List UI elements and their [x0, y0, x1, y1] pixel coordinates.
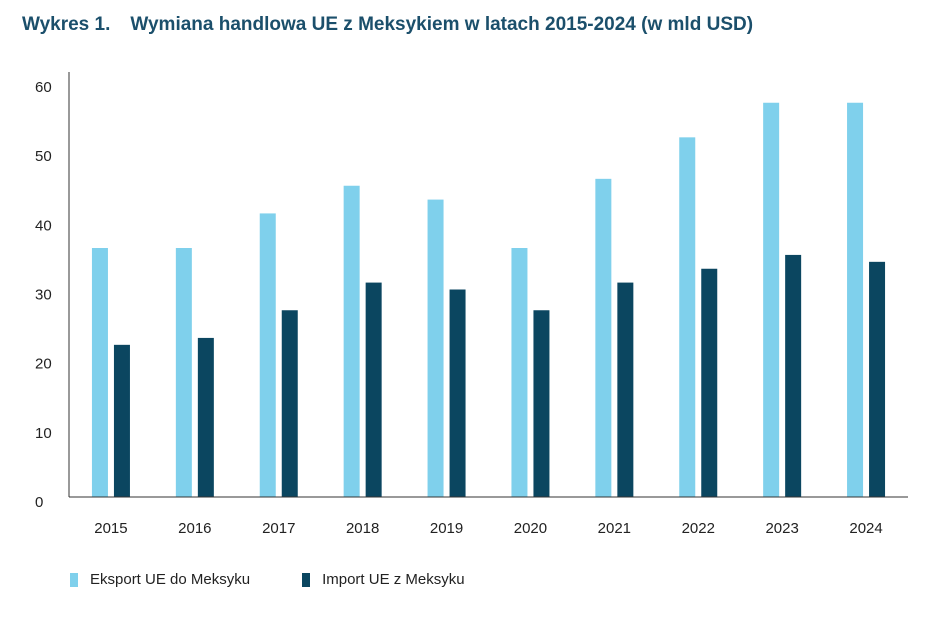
x-tick-label: 2020 — [514, 520, 547, 537]
import-bar-2024 — [869, 261, 886, 497]
export-bar-2015 — [91, 248, 108, 497]
legend-swatch-import — [302, 572, 311, 587]
legend-item-export: Eksport UE do Meksyku — [70, 571, 250, 588]
import-bar-2021 — [617, 282, 634, 497]
y-tick-label: 30 — [35, 287, 52, 304]
x-tick-label: 2015 — [94, 520, 127, 537]
legend-swatch-export — [70, 572, 78, 587]
legend-item-import: Import UE z Meksyku — [302, 571, 465, 588]
export-bar-2018 — [343, 185, 360, 497]
export-bar-2020 — [511, 248, 528, 497]
export-bar-2019 — [427, 199, 444, 498]
export-bar-2021 — [595, 178, 612, 498]
import-bar-2018 — [365, 282, 382, 497]
x-tick-label: 2024 — [849, 520, 882, 537]
y-tick-label: 20 — [35, 356, 52, 373]
import-bar-2015 — [113, 344, 130, 497]
y-tick-label: 0 — [35, 494, 43, 511]
legend-label-export: Eksport UE do Meksyku — [90, 571, 251, 588]
import-bar-2022 — [701, 268, 718, 497]
y-tick-label: 10 — [35, 425, 52, 442]
export-bar-2023 — [763, 102, 780, 497]
export-bar-2016 — [175, 248, 192, 497]
export-bar-2024 — [847, 102, 864, 497]
legend-label-import: Import UE z Meksyku — [322, 571, 465, 588]
y-axis-ticks: 0 10 20 30 40 50 60 — [35, 79, 52, 511]
chart-title-text: Wymiana handlowa UE z Meksykiem w latach… — [130, 14, 754, 35]
x-tick-label: 2018 — [346, 520, 379, 537]
x-axis-ticks: 2015 2016 2017 2018 2019 2020 2021 2022 2023 2024 — [94, 520, 882, 537]
x-tick-label: 2017 — [262, 520, 295, 537]
x-tick-label: 2021 — [598, 520, 631, 537]
import-bar-2023 — [785, 254, 802, 497]
import-bar-2017 — [281, 310, 298, 497]
export-bar-2017 — [259, 213, 276, 497]
y-tick-label: 40 — [35, 217, 52, 234]
chart-title: Wykres 1. Wymiana handlowa UE z Meksykiem… — [22, 14, 753, 36]
import-bar-2020 — [533, 310, 550, 497]
y-tick-label: 60 — [35, 79, 52, 96]
x-tick-label: 2023 — [765, 520, 798, 537]
chart-title-number: Wykres 1. — [22, 14, 111, 35]
bars — [91, 102, 886, 498]
y-tick-label: 50 — [35, 148, 52, 165]
export-bar-2022 — [679, 137, 696, 498]
x-tick-label: 2019 — [430, 520, 463, 537]
x-tick-label: 2022 — [682, 520, 715, 537]
x-tick-label: 2016 — [178, 520, 211, 537]
import-bar-2016 — [197, 337, 214, 497]
legend: Eksport UE do Meksyku Import UE z Meksyk… — [70, 571, 517, 588]
import-bar-2019 — [449, 289, 466, 497]
